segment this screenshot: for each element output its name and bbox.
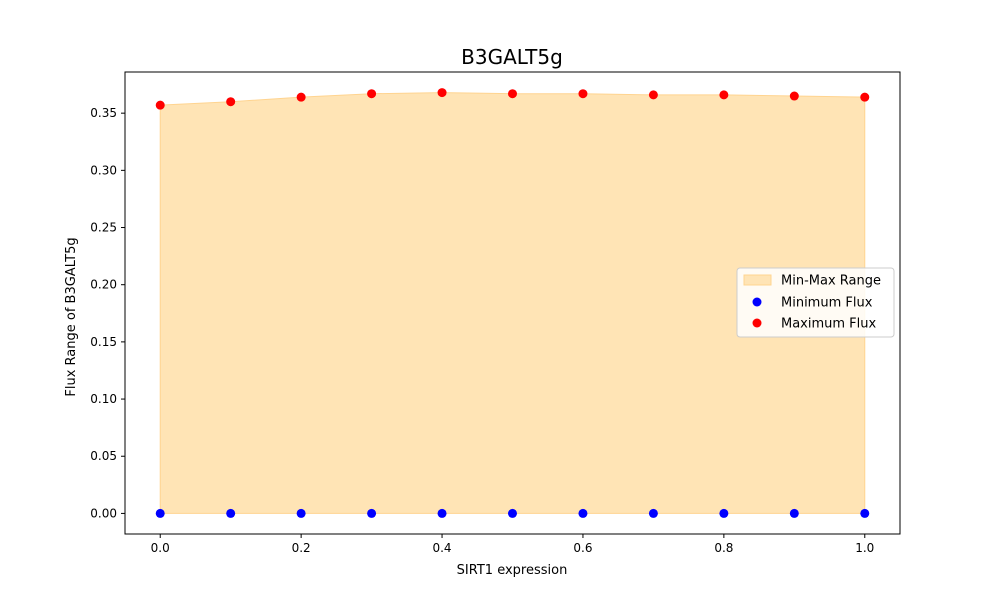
- x-axis: 0.0 0.2 0.4 0.6 0.8 1.0: [151, 534, 874, 555]
- y-tick-label: 0.25: [90, 221, 117, 235]
- legend-label: Minimum Flux: [781, 296, 873, 311]
- y-tick-label: 0.10: [90, 392, 117, 406]
- maximum-flux-point: [437, 88, 447, 98]
- plot-area: [124, 71, 901, 535]
- y-axis: 0.00 0.05 0.10 0.15 0.20 0.25 0.30 0.35: [90, 106, 125, 520]
- minimum-flux-point: [648, 508, 658, 518]
- x-axis-label: SIRT1 expression: [457, 563, 568, 578]
- plot-frame: [124, 71, 901, 535]
- legend-swatch-range: [743, 274, 772, 286]
- maximum-flux-point: [226, 97, 236, 107]
- maximum-flux-point: [508, 89, 517, 99]
- x-tick-label: 0.0: [151, 541, 170, 555]
- x-tick-label: 1.0: [855, 541, 874, 555]
- x-tick-label: 0.4: [432, 541, 451, 555]
- y-tick-label: 0.35: [90, 106, 117, 120]
- minimum-flux-point: [578, 508, 588, 518]
- minimum-flux-point: [789, 508, 799, 518]
- minimum-flux-point: [296, 508, 306, 518]
- y-tick-label: 0.15: [90, 335, 117, 349]
- legend-marker-minimum: [752, 297, 762, 307]
- maximum-flux-point: [789, 91, 799, 101]
- y-tick-label: 0.20: [90, 278, 117, 292]
- chart-title: B3GALT5g: [461, 45, 563, 69]
- y-tick-label: 0.30: [90, 163, 117, 177]
- x-tick-label: 0.8: [714, 541, 733, 555]
- x-tick-label: 0.6: [573, 541, 592, 555]
- maximum-flux-point: [296, 92, 306, 102]
- maximum-flux-point: [578, 89, 588, 99]
- legend-marker-maximum: [752, 318, 762, 328]
- y-tick-label: 0.05: [90, 449, 117, 463]
- maximum-flux-point: [155, 100, 165, 110]
- maximum-flux-point: [367, 89, 377, 99]
- y-tick-label: 0.00: [90, 506, 117, 520]
- minimum-flux-point: [367, 508, 377, 518]
- minimum-flux-point: [226, 508, 236, 518]
- maximum-flux-point: [860, 92, 870, 102]
- legend-label: Min-Max Range: [781, 274, 881, 289]
- maximum-flux-point: [648, 90, 658, 100]
- legend-label: Maximum Flux: [781, 317, 877, 332]
- minimum-flux-point: [719, 508, 729, 518]
- minimum-flux-point: [508, 508, 517, 518]
- minimum-flux-point: [860, 508, 870, 518]
- x-tick-label: 0.2: [292, 541, 311, 555]
- minimum-flux-point: [155, 508, 165, 518]
- y-axis-label: Flux Range of B3GALT5g: [64, 237, 79, 396]
- maximum-flux-point: [719, 90, 729, 100]
- legend: Min-Max Range Minimum Flux Maximum Flux: [736, 267, 895, 338]
- legend-box: [736, 267, 895, 338]
- minimum-flux-point: [437, 508, 447, 518]
